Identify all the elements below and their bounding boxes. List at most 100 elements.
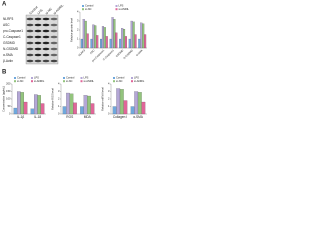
panel-label: B [2,70,7,76]
legend-swatch [115,8,118,11]
bar [13,107,18,115]
bar [82,19,85,49]
legend-label: LPS [119,4,124,8]
bar [83,95,88,115]
legend-swatch [82,5,84,7]
blot-band [50,23,58,27]
y-tick-label: 2 [77,28,79,32]
bar [134,91,139,115]
bar [109,38,112,49]
legend-label: LPS [34,76,39,80]
bar [113,19,116,49]
blot-band [42,47,50,51]
legend-label: Control [17,76,26,80]
legend-swatch [82,8,84,11]
blot-band [42,23,50,27]
y-tick-label: 3 [58,89,60,93]
bar [123,100,128,115]
bar [119,89,124,115]
bar [121,28,124,49]
blot-band [50,41,58,45]
legend-swatch [113,77,115,79]
y-tick-label: 0 [77,46,79,50]
bar [17,91,21,115]
bar [86,33,89,49]
legend-label: si-ANRIL [84,79,95,83]
bar [34,94,38,115]
bar [90,103,95,115]
blot-row-label: NLRP3 [3,17,14,21]
bar [142,23,145,49]
bar [134,34,137,49]
legend-swatch [31,80,33,83]
blot-band [42,17,50,21]
bar [130,20,133,49]
legend-label: si-NC [85,7,92,11]
blot-band [26,29,34,33]
y-tick-label: 50 [8,104,11,108]
y-axis-label: Relative ROS level [51,88,55,110]
legend-label: si-NC [17,79,24,83]
y-tick-label: 3 [108,89,110,93]
bar [40,103,45,115]
legend-label: Control [66,76,75,80]
y-tick-label: 1 [58,104,60,108]
y-tick-label: 200 [6,82,11,86]
blot-band [34,35,42,39]
y-tick-label: 3 [77,19,79,23]
bar [80,38,83,49]
x-tick-label: GSDMD [115,48,125,58]
blot-column-label: si-ANRIL [52,3,64,15]
bar [141,101,146,115]
y-tick-label: 4 [108,82,110,86]
y-axis-label: Relative mRNA level [101,87,105,111]
blot-band [50,35,58,39]
bar [100,38,103,49]
bar [20,92,24,115]
blot-band [50,47,58,51]
bar [144,34,147,49]
blot-column-label: LPS [36,8,43,15]
bar [112,106,117,115]
blot-band [26,17,34,21]
y-tick-label: 4 [77,10,79,14]
blot-band [42,53,50,57]
blot-column-label: si-NC [44,6,53,15]
bar [119,38,122,49]
x-tick-label: α-SMA [133,115,144,119]
blot-band [26,41,34,45]
blot-band [42,41,50,45]
bar [92,24,95,49]
legend-swatch [63,77,65,79]
blot-column-label: Control [28,5,38,15]
bar [84,20,87,49]
bar [101,26,105,49]
bar [138,38,141,49]
bar [128,38,131,49]
legend-label: si-NC [116,79,123,83]
bar [140,22,143,49]
y-tick-label: 1 [108,104,110,108]
x-tick-label: N-GSDMD [122,48,134,60]
blot-band [34,17,42,21]
y-tick-label: 2 [58,97,60,101]
blot-row-label: ASC [3,23,10,27]
blot-band [50,17,58,21]
legend-swatch [80,80,83,83]
blot-band [26,47,34,51]
x-tick-label: Collagen I [113,115,127,119]
blot-band [34,53,42,57]
legend-swatch [14,77,16,79]
blot-band [26,53,34,57]
legend-label: si-ANRIL [34,79,45,83]
blot-row-label: C-Caspase1 [3,35,21,39]
legend-label: LPS [84,76,89,80]
blot-band [26,23,34,27]
blot-row-label: β-Actin [3,59,13,63]
blot-band [50,53,58,57]
blot-row-label: α-SMA [3,53,14,57]
legend-swatch [63,80,65,83]
legend-swatch [31,77,33,79]
blot-row-label: GSDMD [3,41,16,45]
